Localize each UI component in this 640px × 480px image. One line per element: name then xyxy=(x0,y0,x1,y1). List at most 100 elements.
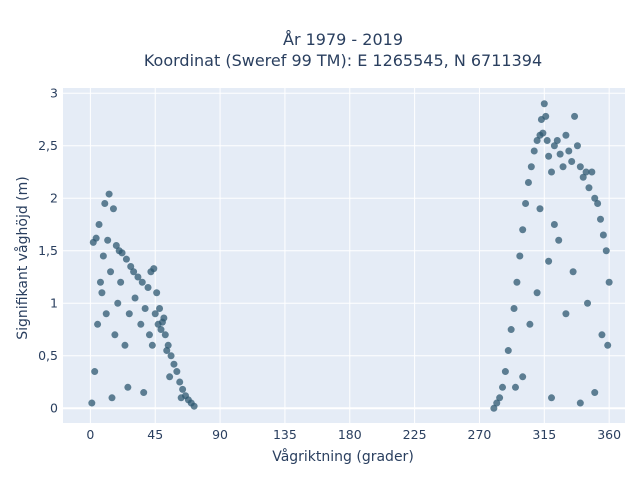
data-point xyxy=(148,341,156,349)
data-point xyxy=(511,383,519,391)
data-point xyxy=(516,252,524,260)
x-tick-label: 270 xyxy=(468,427,492,442)
data-point xyxy=(571,112,579,120)
data-point xyxy=(134,273,142,281)
data-point xyxy=(109,205,117,213)
data-point xyxy=(543,137,551,145)
data-point xyxy=(101,200,109,208)
data-point xyxy=(579,173,587,181)
data-point xyxy=(98,289,106,297)
data-point xyxy=(550,142,558,150)
data-point xyxy=(576,163,584,171)
data-point xyxy=(582,168,590,176)
data-point xyxy=(526,320,534,328)
data-point xyxy=(117,278,125,286)
data-point xyxy=(153,289,161,297)
data-point xyxy=(179,385,187,393)
data-point xyxy=(576,399,584,407)
data-point xyxy=(118,249,126,257)
y-tick-label: 3 xyxy=(50,85,58,100)
data-point xyxy=(542,112,550,120)
y-tick-label: 1,5 xyxy=(38,243,58,258)
data-point xyxy=(533,137,541,145)
data-point xyxy=(598,331,606,339)
data-point xyxy=(176,378,184,386)
data-point xyxy=(597,215,604,223)
data-point xyxy=(513,278,521,286)
data-point xyxy=(130,268,138,276)
data-point xyxy=(154,320,162,328)
data-point xyxy=(102,310,110,318)
data-point xyxy=(94,320,102,328)
x-axis-ticks: 0 45 90 135 180 225 270 315 360 xyxy=(86,427,621,442)
data-point xyxy=(164,341,172,349)
data-point xyxy=(550,221,558,229)
data-point xyxy=(107,268,115,276)
data-point xyxy=(131,294,139,302)
data-point xyxy=(602,247,610,255)
x-tick-label: 315 xyxy=(532,427,556,442)
y-axis-ticks: 0 0,5 1 1,5 2 2,5 3 xyxy=(38,85,58,415)
data-point xyxy=(156,305,164,313)
data-point xyxy=(562,131,570,139)
data-point xyxy=(141,305,149,313)
chart-subtitle: Koordinat (Sweref 99 TM): E 1265545, N 6… xyxy=(144,51,542,70)
data-point xyxy=(519,373,527,381)
data-point xyxy=(105,190,113,198)
data-point xyxy=(501,368,509,376)
data-point xyxy=(522,200,530,208)
x-axis-title: Vågriktning (grader) xyxy=(272,448,414,465)
data-point xyxy=(584,299,592,307)
data-point xyxy=(499,383,507,391)
data-point xyxy=(173,368,181,376)
x-tick-label: 225 xyxy=(403,427,427,442)
data-point xyxy=(548,394,556,402)
data-point xyxy=(524,179,532,187)
data-point xyxy=(493,399,501,407)
x-tick-label: 135 xyxy=(273,427,297,442)
data-point xyxy=(114,299,122,307)
data-point xyxy=(604,341,612,349)
y-tick-label: 2 xyxy=(50,190,58,205)
x-tick-label: 90 xyxy=(212,427,228,442)
data-point xyxy=(177,394,185,402)
data-point xyxy=(555,236,563,244)
data-point xyxy=(588,168,596,176)
x-tick-label: 180 xyxy=(338,427,362,442)
data-point xyxy=(92,234,100,242)
data-point xyxy=(519,226,527,234)
chart-title: År 1979 - 2019 xyxy=(283,30,403,49)
data-point xyxy=(507,326,515,334)
data-point xyxy=(91,368,99,376)
data-point xyxy=(510,305,518,313)
data-point xyxy=(594,200,602,208)
data-point xyxy=(605,278,613,286)
x-tick-label: 0 xyxy=(86,427,94,442)
data-points xyxy=(88,100,613,412)
data-point xyxy=(88,399,96,407)
data-point xyxy=(124,383,132,391)
data-point xyxy=(573,142,581,150)
data-point xyxy=(540,100,548,108)
data-point xyxy=(553,137,561,145)
data-point xyxy=(167,352,175,360)
data-point xyxy=(539,129,547,137)
data-point xyxy=(127,263,135,271)
data-point xyxy=(565,147,573,155)
data-point xyxy=(161,331,169,339)
data-point xyxy=(533,289,541,297)
data-point xyxy=(140,389,148,397)
data-point xyxy=(530,147,538,155)
data-point xyxy=(591,389,599,397)
data-point xyxy=(95,221,103,229)
data-point xyxy=(556,150,564,158)
data-point xyxy=(548,168,556,176)
data-point xyxy=(111,331,119,339)
data-point xyxy=(121,341,129,349)
data-point xyxy=(545,257,553,265)
data-point xyxy=(137,320,145,328)
y-tick-label: 0 xyxy=(50,400,58,415)
y-axis-title: Signifikant våghöjd (m) xyxy=(14,176,31,339)
data-point xyxy=(157,326,165,334)
